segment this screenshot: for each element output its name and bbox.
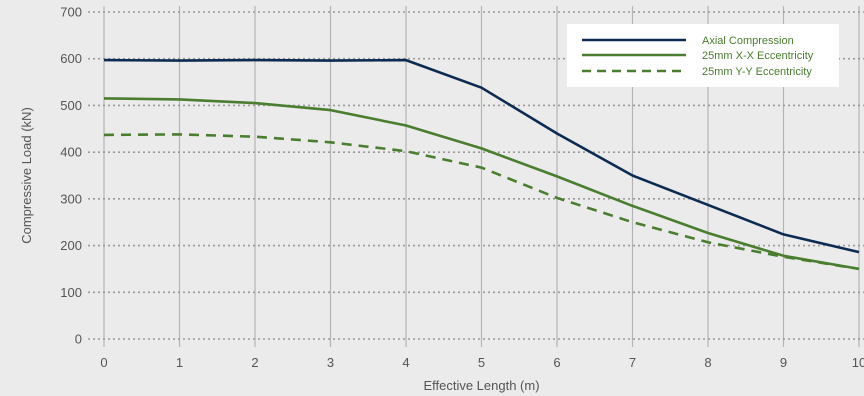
x-tick-label: 10	[852, 355, 864, 370]
x-axis-title: Effective Length (m)	[423, 378, 539, 393]
y-tick-label: 600	[60, 51, 82, 66]
x-tick-label: 0	[100, 355, 107, 370]
x-tick-label: 6	[553, 355, 560, 370]
y-tick-label: 200	[60, 238, 82, 253]
x-tick-label: 2	[251, 355, 258, 370]
series-line-2	[103, 133, 860, 271]
legend-label-0: Axial Compression	[702, 35, 794, 47]
y-axis-title: Compressive Load (kN)	[19, 107, 34, 244]
y-tick-label: 0	[75, 332, 82, 347]
x-tick-label: 1	[176, 355, 183, 370]
y-tick-label: 400	[60, 145, 82, 160]
series-line-1	[103, 97, 860, 271]
x-tick-label: 4	[402, 355, 409, 370]
series-lines	[103, 58, 860, 271]
x-tick-label: 3	[327, 355, 334, 370]
x-tick-label: 7	[629, 355, 636, 370]
y-tick-label: 100	[60, 285, 82, 300]
x-tick-label: 9	[780, 355, 787, 370]
legend: Axial Compression 25mm X-X Eccentricity 25…	[567, 24, 839, 87]
legend-label-2: 25mm Y-Y Eccentricity	[702, 66, 812, 78]
series-line-0	[103, 58, 860, 254]
y-tick-label: 300	[60, 191, 82, 206]
y-tick-label: 500	[60, 98, 82, 113]
x-tick-label: 8	[704, 355, 711, 370]
legend-label-1: 25mm X-X Eccentricity	[702, 50, 814, 62]
x-tick-label: 5	[478, 355, 485, 370]
y-tick-label: 700	[60, 5, 82, 20]
